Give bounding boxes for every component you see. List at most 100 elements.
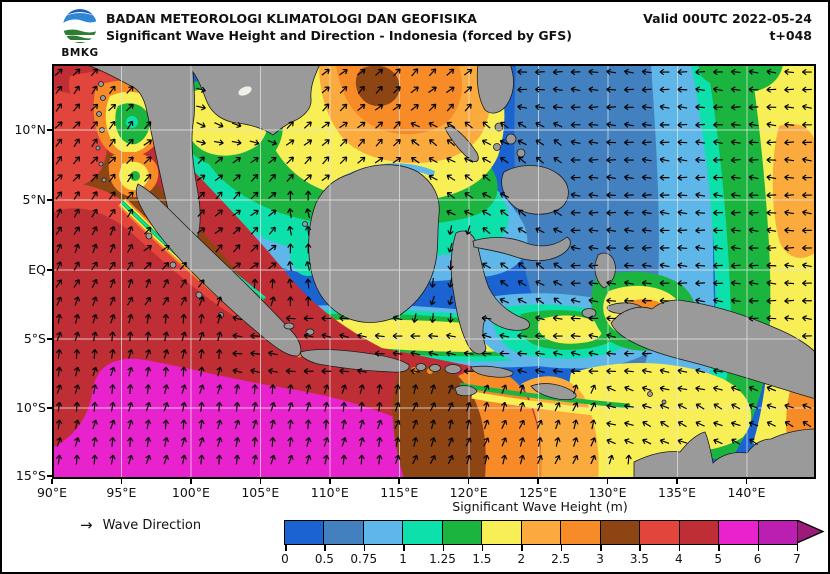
x-axis-label: 105°E <box>241 485 280 500</box>
colorbar-cell <box>758 521 798 544</box>
colorbar-tick <box>285 545 287 551</box>
y-axis-label: 10°S <box>15 400 46 415</box>
bmkg-logo-text: BMKG <box>61 47 99 59</box>
colorbar-cell <box>285 521 325 544</box>
colorbar-tick <box>757 545 760 551</box>
colorbar-tick-label: 2.5 <box>551 552 571 566</box>
colorbar-tick-label: 6 <box>753 552 762 566</box>
colorbar-tick <box>521 545 523 551</box>
land-luzon <box>476 64 514 114</box>
colorbar-cell <box>482 521 522 544</box>
colorbar-tick <box>600 545 602 551</box>
bmkg-logo: BMKG <box>58 7 102 61</box>
colorbar-tick-label: 2 <box>517 552 526 566</box>
x-axis-label: 120°E <box>449 485 488 500</box>
colorbar-tick <box>796 545 799 551</box>
y-axis-label: EQ <box>28 262 46 277</box>
x-axis-label: 100°E <box>171 485 210 500</box>
land-java <box>300 348 410 373</box>
wave-direction-arrows <box>54 68 812 465</box>
x-axis-tick <box>398 479 401 484</box>
x-axis-tick <box>467 479 470 484</box>
wave-direction-legend: → Wave Direction <box>80 516 201 534</box>
x-axis-label: 90°E <box>36 485 68 500</box>
y-axis-label: 5°S <box>23 331 46 346</box>
wave-direction-arrow-icon: → <box>80 516 93 534</box>
colorbar-tick-label: 3 <box>596 552 604 566</box>
land-australia <box>633 428 816 479</box>
x-axis-label: 125°E <box>519 485 558 500</box>
colorbar-tick-label: 3.5 <box>629 552 649 566</box>
graticule <box>52 64 816 479</box>
y-axis-label: 15°S <box>15 468 46 483</box>
map-border <box>52 64 816 479</box>
colorbar-tick-label: 0 <box>281 552 289 566</box>
y-axis-label: 10°N <box>14 122 46 137</box>
colorbar-tick <box>324 545 326 551</box>
colorbar-cell <box>403 521 443 544</box>
land-timor <box>530 383 577 401</box>
y-axis-tick <box>47 269 52 271</box>
colorbar-cell <box>679 521 720 544</box>
land-sumba <box>454 385 478 397</box>
colorbar-arrow-tip <box>797 520 825 543</box>
colorbar-tick-label: 4 <box>674 552 683 566</box>
wave-map <box>52 64 816 479</box>
colorbar-title: Significant Wave Height (m) <box>452 499 628 514</box>
y-axis-tick <box>47 199 52 201</box>
colorbar-tick <box>639 545 641 551</box>
y-axis-label: 5°N <box>22 192 46 207</box>
x-axis-label: 110°E <box>310 485 349 500</box>
colorbar-tick-label: 1.5 <box>472 552 492 566</box>
colorbar-tick <box>442 545 445 551</box>
land-sulawesi <box>450 230 530 355</box>
land-borneo <box>308 164 440 323</box>
y-axis-tick <box>47 407 52 409</box>
valid-time: Valid 00UTC 2022-05-24 <box>643 11 812 26</box>
product-title: Significant Wave Height and Direction - … <box>106 28 572 43</box>
colorbar-cell <box>442 521 483 544</box>
colorbar-cell <box>600 521 641 544</box>
tonle-sap-lake <box>238 86 252 96</box>
colorbar-cell <box>561 521 601 544</box>
colorbar-tick <box>403 545 405 551</box>
x-axis-label: 130°E <box>588 485 627 500</box>
colorbar-cell <box>719 521 759 544</box>
colorbar-tick-label: 1.25 <box>429 552 456 566</box>
colorbar-cell <box>521 521 562 544</box>
y-axis-tick <box>47 338 52 340</box>
x-axis-tick <box>259 479 262 484</box>
x-axis-tick <box>190 479 192 484</box>
colorbar-tick <box>678 545 681 551</box>
colorbar-cell <box>324 521 364 544</box>
org-title: BADAN METEOROLOGI KLIMATOLOGI DAN GEOFIS… <box>106 11 477 26</box>
land-halmahera <box>594 252 616 289</box>
x-axis-tick <box>606 479 609 484</box>
bmkg-logo-icon <box>63 9 97 43</box>
colorbar-tick-label: 0.75 <box>350 552 378 566</box>
x-axis-tick <box>120 479 123 484</box>
x-axis-label: 95°E <box>106 485 137 500</box>
land-flores <box>470 365 514 378</box>
x-axis-label: 135°E <box>658 485 697 500</box>
x-axis-tick <box>537 479 539 484</box>
y-axis-tick <box>47 475 52 477</box>
y-axis-tick <box>47 129 52 131</box>
colorbar-cell <box>640 521 680 544</box>
x-axis-label: 115°E <box>380 485 419 500</box>
colorbar-tick <box>560 545 563 551</box>
colorbar <box>284 520 798 545</box>
land-sulawesi-arm <box>472 236 571 262</box>
forecast-step: t+048 <box>769 28 812 43</box>
colorbar-tick-label: 0.5 <box>314 552 334 566</box>
wave-direction-label: Wave Direction <box>102 517 202 533</box>
colorbar-tick <box>363 545 366 551</box>
colorbar-tick-label: 1 <box>399 552 407 566</box>
x-axis-tick <box>676 479 678 484</box>
land-mindanao <box>501 165 569 215</box>
colorbar-tick-label: 5 <box>714 552 722 566</box>
colorbar-cell <box>363 521 404 544</box>
x-axis-tick <box>51 479 53 484</box>
colorbar-tick-label: 7 <box>793 552 801 566</box>
